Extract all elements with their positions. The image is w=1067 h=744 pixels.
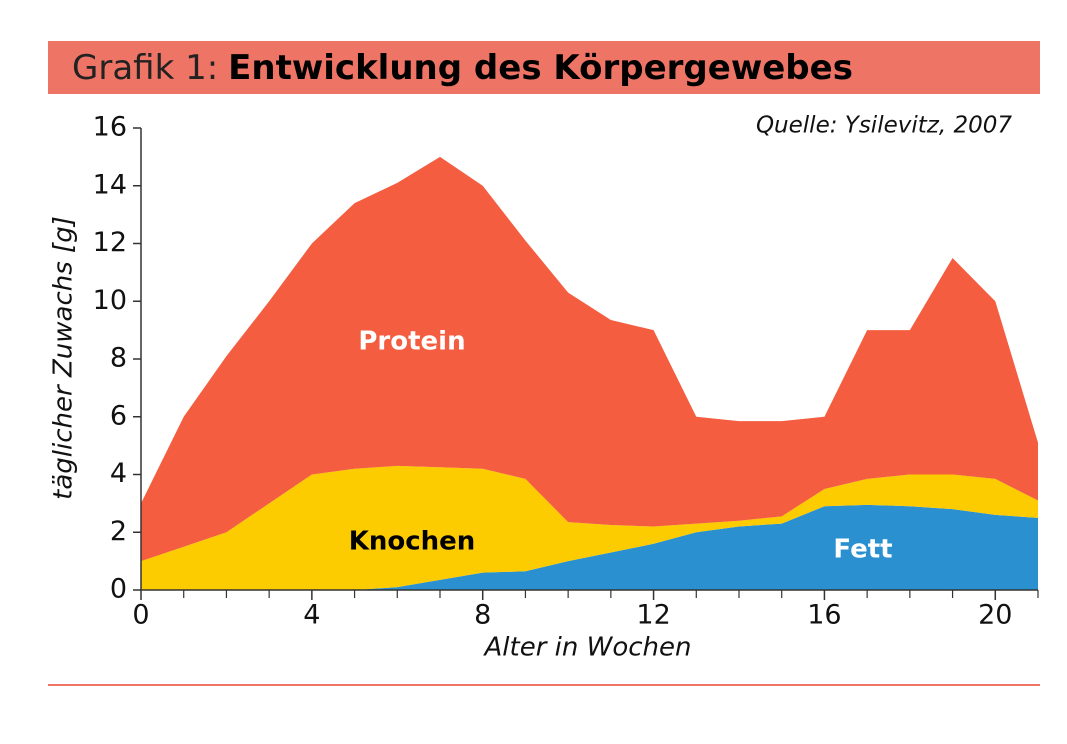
series-label: Knochen [349,527,476,557]
series-label: Protein [358,327,465,357]
y-tick-label: 16 [93,112,127,143]
y-tick-label: 2 [110,516,127,547]
series-label: Fett [833,535,892,565]
x-tick-label: 0 [132,600,149,631]
y-axis-label: täglicher Zuwachs [g] [49,216,79,500]
area [141,504,1038,590]
chart-title: Grafik 1: Entwicklung des Körpergewebes [72,48,853,88]
y-tick-label: 8 [110,343,127,374]
y-tick-label: 4 [110,458,127,489]
header-band [48,41,1040,94]
area [141,156,1038,562]
y-tick-label: 14 [93,169,127,200]
y-tick-label: 0 [110,574,127,605]
plot-area: Fett Knochen Protein 0 2 4 6 8 10 12 14 16 0 4 8 12 16 20 [93,112,1039,631]
area [141,465,1038,590]
x-tick-label: 20 [978,600,1012,631]
title-main: Entwicklung des Körpergewebes [228,48,853,88]
source: Quelle: Ysilevitz, 2007 [756,113,1012,139]
y-tick-label: 10 [93,285,127,316]
x-tick-label: 8 [474,600,491,631]
x-axis-label: Alter in Wochen [483,633,692,663]
x-tick-label: 16 [807,600,841,631]
x-tick-label: 12 [636,600,670,631]
title-label: Grafik 1: [72,48,218,88]
x-tick-label: 4 [303,600,320,631]
y-tick-label: 6 [110,400,127,431]
y-tick-label: 12 [93,227,127,258]
